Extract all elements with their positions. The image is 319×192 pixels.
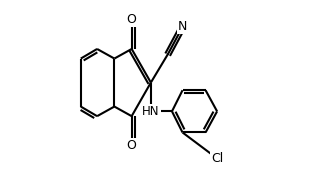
Text: HN: HN	[142, 105, 160, 118]
Text: Cl: Cl	[211, 152, 223, 165]
Text: N: N	[178, 20, 187, 33]
Text: O: O	[127, 139, 137, 152]
Text: O: O	[127, 13, 137, 26]
